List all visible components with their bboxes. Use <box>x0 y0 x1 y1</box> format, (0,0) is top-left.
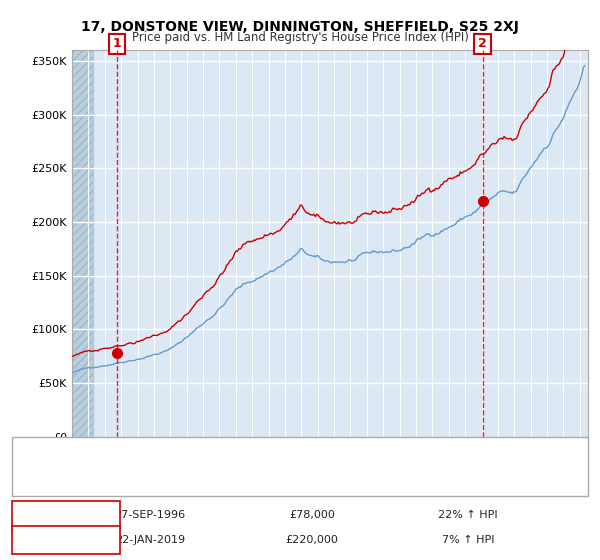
Text: 1: 1 <box>113 38 121 50</box>
Text: HPI: Average price, detached house, Rotherham: HPI: Average price, detached house, Roth… <box>66 479 316 489</box>
Text: 22% ↑ HPI: 22% ↑ HPI <box>438 510 498 520</box>
Text: 2: 2 <box>478 38 487 50</box>
Text: 27-SEP-1996: 27-SEP-1996 <box>115 510 185 520</box>
Text: —: — <box>36 442 54 460</box>
Text: 1: 1 <box>62 508 70 522</box>
Text: £220,000: £220,000 <box>286 535 338 545</box>
Text: 22-JAN-2019: 22-JAN-2019 <box>115 535 185 545</box>
Text: £78,000: £78,000 <box>289 510 335 520</box>
Text: —: — <box>36 475 54 493</box>
Bar <box>72 50 93 437</box>
Text: Price paid vs. HM Land Registry's House Price Index (HPI): Price paid vs. HM Land Registry's House … <box>131 31 469 44</box>
Text: 17, DONSTONE VIEW, DINNINGTON, SHEFFIELD, S25 2XJ: 17, DONSTONE VIEW, DINNINGTON, SHEFFIELD… <box>81 20 519 34</box>
Text: 17, DONSTONE VIEW, DINNINGTON, SHEFFIELD, S25 2XJ (detached house): 17, DONSTONE VIEW, DINNINGTON, SHEFFIELD… <box>66 446 453 456</box>
Text: 2: 2 <box>62 534 70 547</box>
Bar <box>72 50 93 437</box>
Text: 7% ↑ HPI: 7% ↑ HPI <box>442 535 494 545</box>
